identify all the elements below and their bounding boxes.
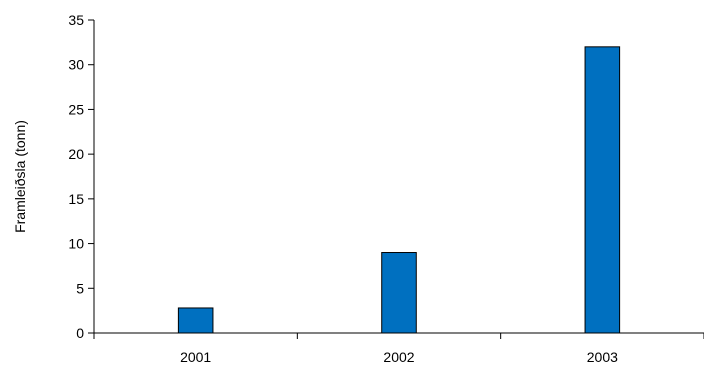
x-tick-label: 2001 — [180, 349, 211, 365]
y-axis-title: Framleiðsla (tonn) — [12, 120, 28, 233]
x-axis-ticks: 2001 2002 2003 — [93, 333, 704, 365]
plot-area — [177, 46, 621, 334]
y-tick-label: 0 — [76, 325, 84, 341]
y-axis-ticks: 0 5 10 15 20 25 30 35 — [68, 12, 94, 341]
y-tick-label: 30 — [68, 57, 84, 73]
bar-2001 — [177, 307, 214, 334]
y-tick-label: 10 — [68, 236, 84, 252]
y-tick-label: 20 — [68, 146, 84, 162]
y-tick-label: 25 — [68, 101, 84, 117]
x-tick-label: 2002 — [383, 349, 414, 365]
y-tick-label: 5 — [76, 280, 84, 296]
bar-2003 — [584, 46, 621, 334]
x-tick-label: 2003 — [587, 349, 618, 365]
y-tick-label: 35 — [68, 12, 84, 28]
y-tick-label: 15 — [68, 191, 84, 207]
bar-2002 — [381, 252, 417, 334]
